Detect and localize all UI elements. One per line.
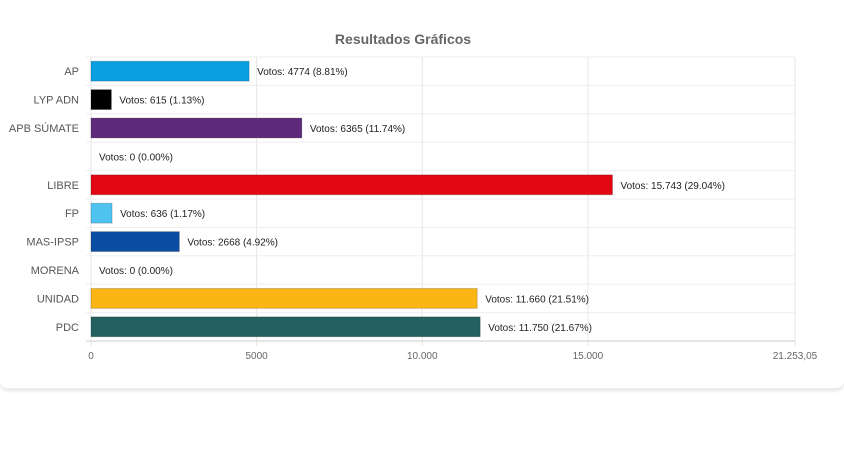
data-label: Votos: 4774 (8.81%) — [257, 67, 348, 78]
x-tick-label: 10.000 — [407, 351, 438, 362]
data-label: Votos: 2668 (4.92%) — [187, 238, 278, 249]
bar — [90, 202, 113, 224]
category-label: APB SÚMATE — [9, 122, 79, 135]
category-label: LYP ADN — [34, 95, 80, 107]
bar — [90, 316, 481, 338]
data-label: Votos: 15.743 (29.04%) — [620, 181, 725, 192]
bar — [90, 287, 478, 309]
bar — [90, 174, 613, 196]
data-label: Votos: 0 (0.00%) — [99, 266, 173, 277]
data-label: Votos: 615 (1.13%) — [119, 96, 204, 107]
x-axis-ticks: 0 5000 10.000 15.000 21.253,05 — [88, 351, 817, 362]
bar — [90, 231, 180, 253]
category-label: UNIDAD — [37, 293, 79, 305]
data-label: Votos: 6365 (11.74%) — [310, 124, 405, 135]
data-label: Votos: 11.660 (21.51%) — [485, 294, 589, 305]
x-tick-label: 0 — [88, 351, 94, 362]
x-tick-label: 21.253,05 — [773, 351, 818, 362]
category-labels: AP LYP ADN APB SÚMATE LIBRE FP MAS-IPSP MORENA… — [9, 66, 80, 334]
bars — [90, 60, 613, 338]
category-label: LIBRE — [47, 180, 79, 192]
chart-card: Resultados Gráficos AP LYP ADN APB SÚMATE L… — [0, 31, 844, 389]
data-label: Votos: 636 (1.17%) — [120, 209, 205, 220]
data-labels: Votos: 4774 (8.81%) Votos: 615 (1.13%) Vot… — [99, 67, 725, 334]
row-separators — [86, 56, 795, 342]
category-label: AP — [64, 66, 79, 78]
category-label: MAS-IPSP — [26, 237, 79, 249]
bar — [90, 60, 250, 82]
category-label: MORENA — [31, 265, 80, 277]
bar — [90, 89, 112, 111]
category-label: PDC — [56, 322, 79, 334]
data-label: Votos: 11.750 (21.67%) — [488, 323, 592, 334]
data-label: Votos: 0 (0.00%) — [99, 152, 173, 163]
x-tick-label: 15.000 — [573, 351, 604, 362]
chart-title: Resultados Gráficos — [335, 31, 471, 47]
category-label: FP — [65, 208, 79, 220]
bar — [90, 117, 303, 139]
x-tick-label: 5000 — [245, 351, 268, 362]
